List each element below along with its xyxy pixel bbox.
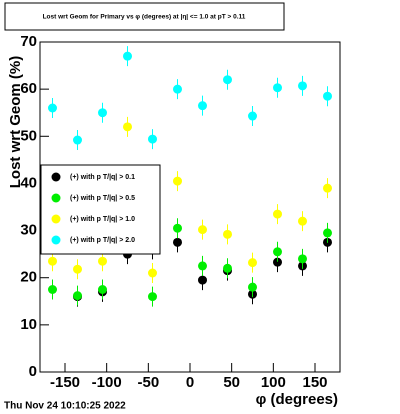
point [273, 257, 282, 267]
timestamp: Thu Nov 24 10:10:25 2022 [4, 401, 126, 412]
legend-marker [51, 193, 61, 203]
point [223, 263, 232, 273]
x-axis-label: φ (degrees) [256, 391, 338, 408]
point [198, 261, 207, 271]
point [173, 84, 182, 94]
legend-label: (+) with p T/|q| > 1.0 [70, 216, 135, 223]
x-tick-label: 100 [261, 374, 286, 391]
y-tick-label: 30 [20, 222, 37, 239]
point [173, 223, 182, 233]
point [323, 228, 332, 238]
point [173, 237, 182, 247]
point [123, 122, 132, 132]
point [48, 103, 57, 113]
point [298, 81, 307, 91]
x-tick-label: 50 [223, 374, 240, 391]
chart-title: Lost wrt Geom for Primary vs φ (degrees)… [43, 14, 246, 21]
legend-marker [51, 235, 61, 245]
point [298, 254, 307, 264]
legend-label: (+) with p T/|q| > 0.5 [70, 195, 135, 202]
point [123, 51, 132, 61]
x-tick-label: 0 [186, 374, 194, 391]
x-tick-label: -150 [50, 374, 80, 391]
point [148, 292, 157, 302]
point [198, 101, 207, 111]
point [248, 111, 257, 121]
legend-box [40, 164, 161, 255]
y-tick-label: 70 [20, 33, 37, 50]
point [98, 285, 107, 294]
legend-label: (+) with p T/|q| > 2.0 [70, 237, 135, 244]
title-box [4, 2, 285, 31]
point [273, 83, 282, 93]
point [98, 108, 107, 118]
point [323, 91, 332, 101]
point [323, 183, 332, 193]
point [248, 258, 257, 268]
x-tick-label: 150 [302, 374, 327, 391]
point [148, 134, 157, 144]
point [223, 229, 232, 239]
y-tick-label: 10 [20, 316, 37, 333]
point [98, 256, 107, 266]
y-axis-label: Lost wrt Geom (%) [7, 56, 24, 189]
x-tick-label: -50 [137, 374, 159, 391]
point [173, 176, 182, 186]
point [223, 75, 232, 85]
point [273, 209, 282, 219]
point [73, 264, 82, 274]
point [273, 247, 282, 257]
y-tick-label: 50 [20, 127, 37, 144]
point [248, 282, 257, 292]
point [73, 291, 82, 301]
point [198, 225, 207, 235]
point [73, 135, 82, 145]
point [48, 256, 57, 266]
x-tick-label: -100 [92, 374, 122, 391]
y-tick-label: 40 [20, 174, 37, 191]
point [148, 268, 157, 278]
y-tick-label: 20 [20, 269, 37, 286]
point [298, 216, 307, 226]
y-tick-label: 0 [29, 363, 37, 380]
legend-marker [51, 172, 61, 182]
legend-label: (+) with p T/|q| > 0.1 [70, 174, 135, 181]
point [48, 285, 57, 294]
legend-marker [51, 214, 61, 224]
point [198, 275, 207, 285]
y-tick-label: 60 [20, 80, 37, 97]
